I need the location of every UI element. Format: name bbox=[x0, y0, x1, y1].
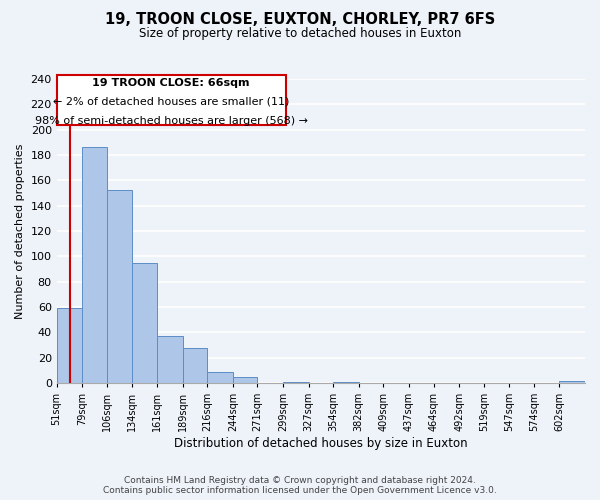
Bar bbox=[56, 308, 82, 383]
Text: 98% of semi-detached houses are larger (568) →: 98% of semi-detached houses are larger (… bbox=[35, 116, 308, 126]
Bar bbox=[333, 382, 359, 383]
Text: Contains HM Land Registry data © Crown copyright and database right 2024.: Contains HM Land Registry data © Crown c… bbox=[124, 476, 476, 485]
Text: 19, TROON CLOSE, EUXTON, CHORLEY, PR7 6FS: 19, TROON CLOSE, EUXTON, CHORLEY, PR7 6F… bbox=[105, 12, 495, 28]
Bar bbox=[233, 376, 257, 383]
Text: ← 2% of detached houses are smaller (11): ← 2% of detached houses are smaller (11) bbox=[53, 96, 289, 106]
FancyBboxPatch shape bbox=[56, 75, 286, 124]
Bar bbox=[107, 190, 133, 383]
Bar bbox=[207, 372, 233, 383]
Bar bbox=[157, 336, 182, 383]
Text: Contains public sector information licensed under the Open Government Licence v3: Contains public sector information licen… bbox=[103, 486, 497, 495]
Bar bbox=[182, 348, 207, 383]
Y-axis label: Number of detached properties: Number of detached properties bbox=[15, 144, 25, 318]
Bar bbox=[283, 382, 308, 383]
Text: Size of property relative to detached houses in Euxton: Size of property relative to detached ho… bbox=[139, 28, 461, 40]
Bar bbox=[82, 148, 107, 383]
X-axis label: Distribution of detached houses by size in Euxton: Distribution of detached houses by size … bbox=[174, 437, 467, 450]
Bar bbox=[133, 262, 157, 383]
Text: 19 TROON CLOSE: 66sqm: 19 TROON CLOSE: 66sqm bbox=[92, 78, 250, 88]
Bar bbox=[559, 380, 585, 383]
